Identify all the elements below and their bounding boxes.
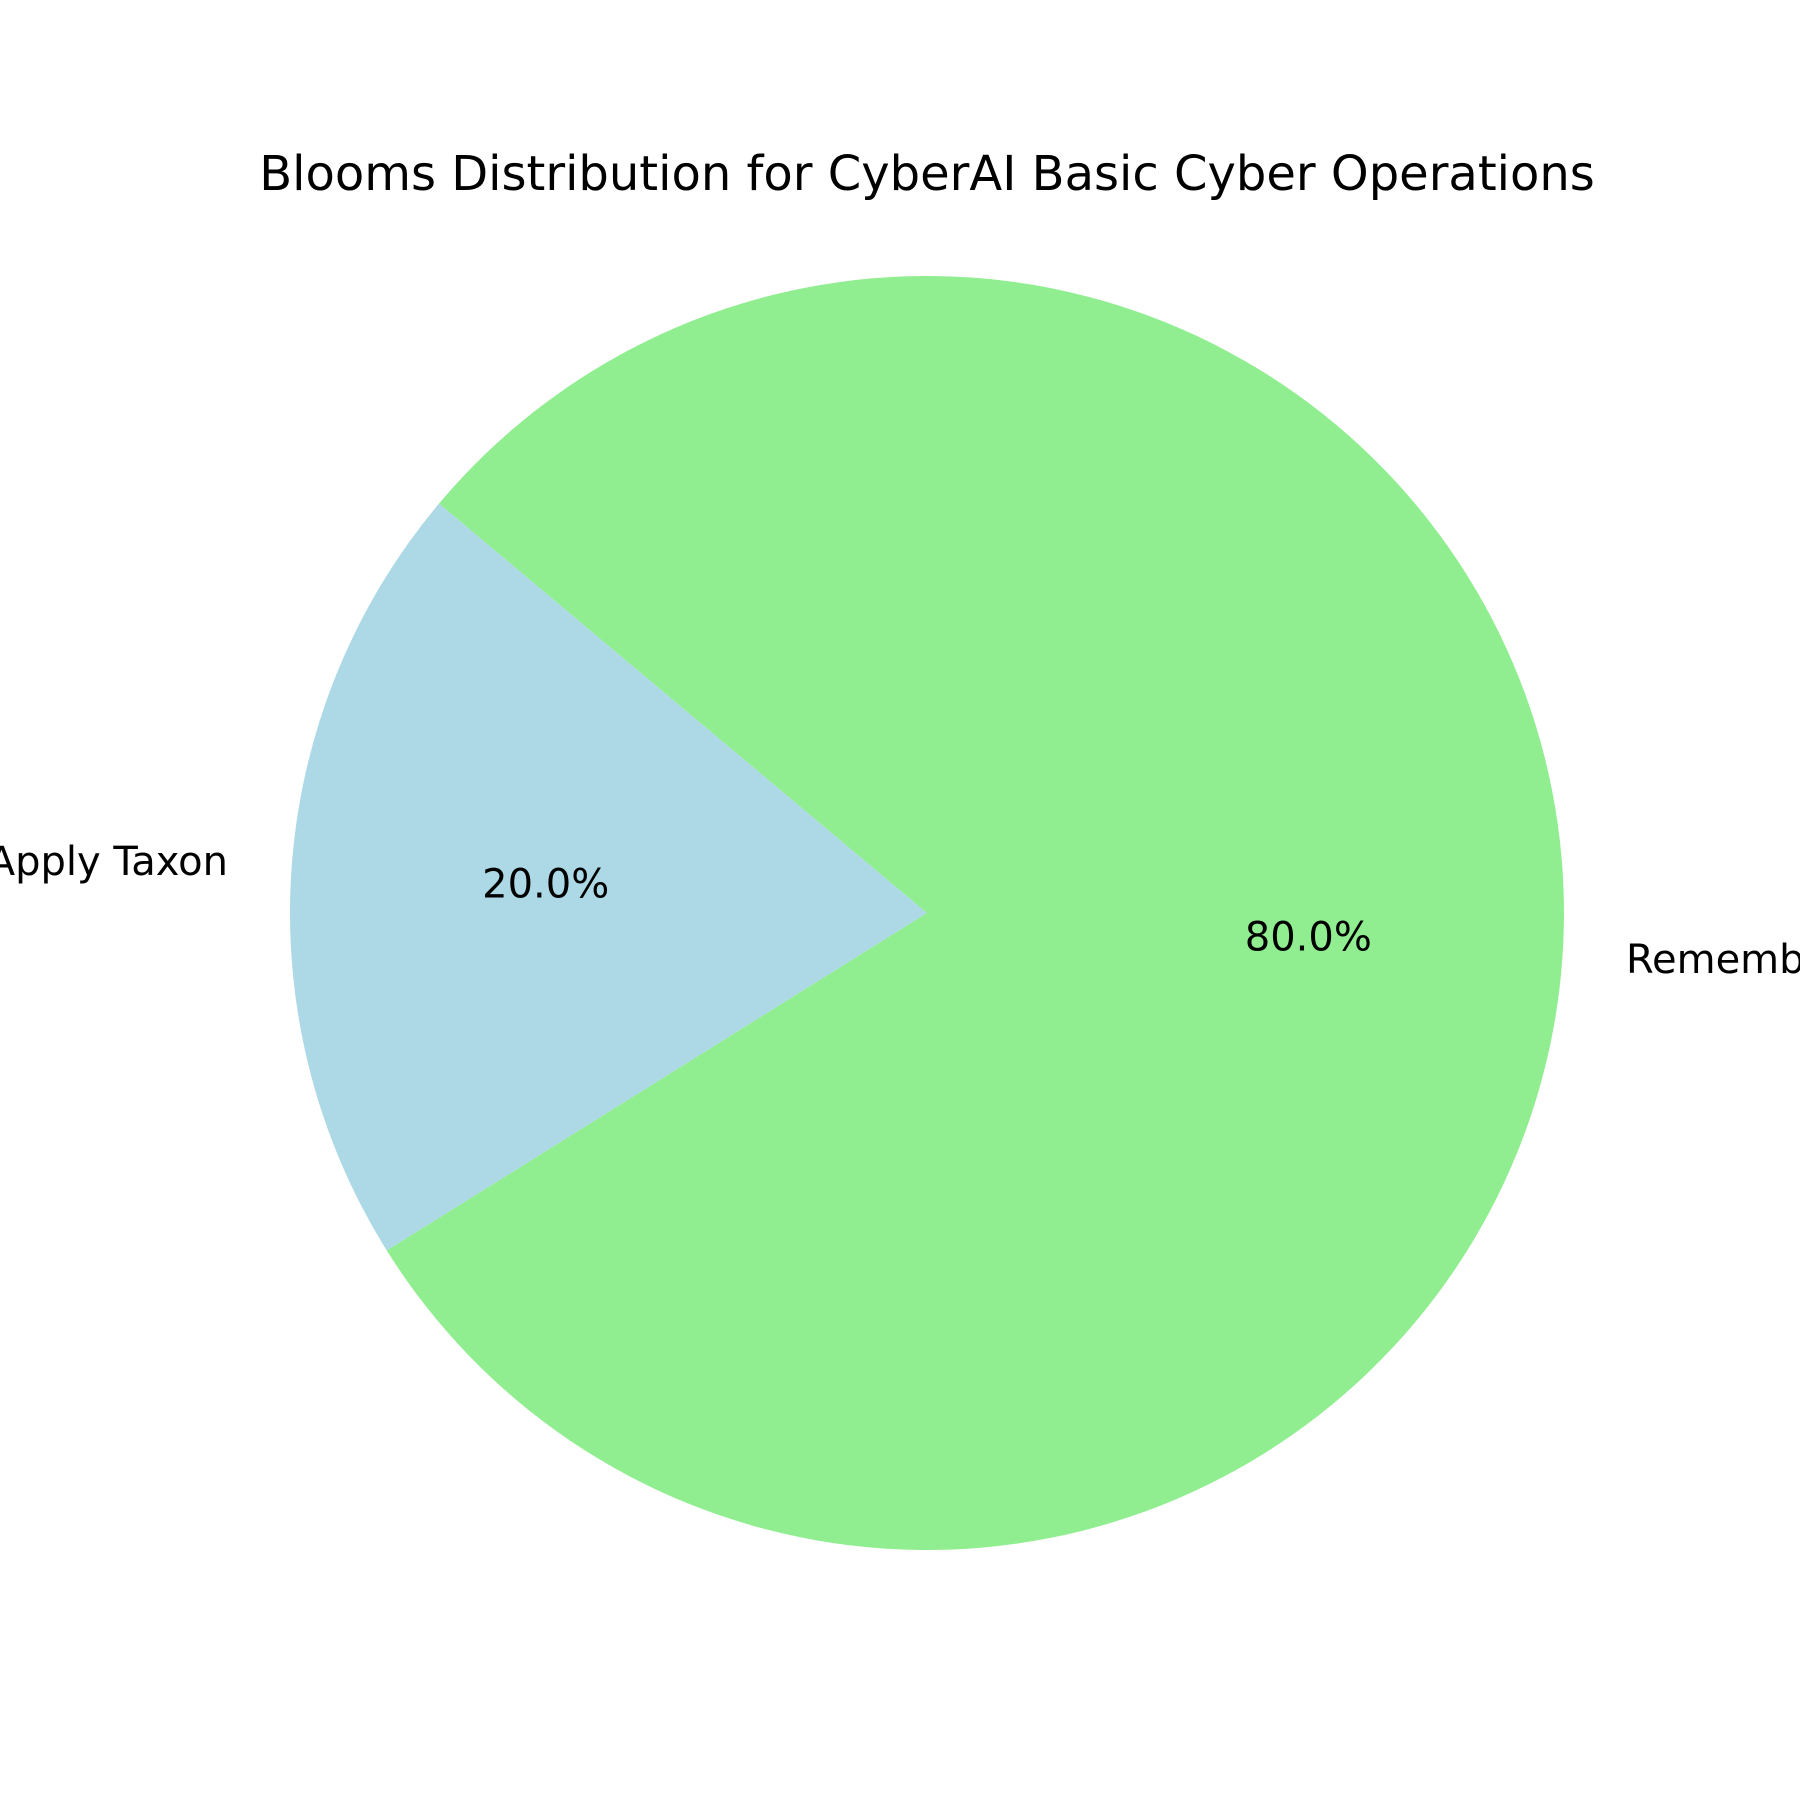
pie-slice-remember-taxon <box>386 276 1564 1551</box>
pie-labels: Apply Taxon 20.0% Remember Taxon 80.0% <box>0 839 1800 983</box>
pct-label-remember-taxon: 80.0% <box>1245 915 1372 961</box>
slice-label-apply-taxon: Apply Taxon <box>0 839 228 885</box>
pie-slice-apply-taxon <box>289 503 927 1251</box>
pct-label-apply-taxon: 20.0% <box>482 861 609 907</box>
slice-label-remember-taxon: Remember Taxon <box>1626 937 1800 983</box>
chart-title: Blooms Distribution for CyberAI Basic Cy… <box>259 146 1595 202</box>
pie-slices <box>289 276 1564 1551</box>
